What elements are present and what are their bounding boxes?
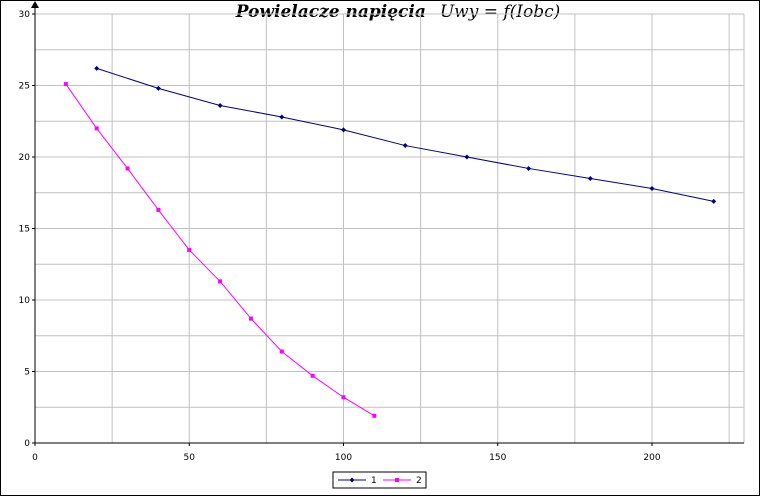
y-tick-label: 20 [19,153,31,163]
data-point-2 [248,316,253,321]
series-group [63,65,717,418]
y-tick-label: 0 [24,439,30,449]
data-point-2 [63,82,68,87]
data-point-1 [526,165,532,171]
data-point-1 [94,65,100,71]
data-point-2 [279,349,284,354]
series-2 [63,82,377,418]
data-point-1 [279,114,285,120]
legend-marker-1 [349,477,355,483]
x-tick-label: 100 [335,453,352,463]
data-point-1 [711,198,717,204]
tick-labels: 0 5 10 15 20 25 30 0 50 100 150 200 [19,10,661,463]
y-tick-label: 15 [19,225,30,235]
x-tick-label: 200 [643,453,660,463]
x-tick-label: 50 [184,453,196,463]
data-point-1 [155,85,161,91]
data-point-2 [187,247,192,252]
data-point-2 [372,413,377,418]
data-point-2 [310,373,315,378]
series-1 [94,65,717,204]
legend-label-1: 1 [371,476,377,486]
data-point-2 [218,279,223,284]
legend-label-2: 2 [416,476,422,486]
chart-title: Powielacze napięcia Uwy = f(Iobc) [235,2,561,22]
chart-title-main: Powielacze napięcia [235,2,426,22]
y-tick-label: 30 [19,10,31,20]
legend-box [332,471,427,489]
x-tick-label: 150 [489,453,506,463]
y-tick-label: 5 [24,368,30,378]
x-tick-label: 0 [32,453,38,463]
grid [35,13,745,443]
data-point-1 [217,103,223,109]
y-axis-arrow [31,1,39,8]
data-point-1 [464,154,470,160]
y-tick-label: 10 [19,296,31,306]
data-point-1 [341,127,346,133]
y-tick-label: 25 [19,82,30,92]
data-point-2 [341,395,346,400]
data-point-1 [402,143,408,149]
data-point-1 [587,175,593,181]
legend-marker-2 [395,478,399,482]
axes [31,1,744,446]
data-point-2 [156,207,161,212]
chart-title-formula: Uwy = f(Iobc) [440,2,560,22]
data-point-2 [94,126,99,131]
data-point-1 [649,185,655,191]
data-point-2 [125,166,130,171]
